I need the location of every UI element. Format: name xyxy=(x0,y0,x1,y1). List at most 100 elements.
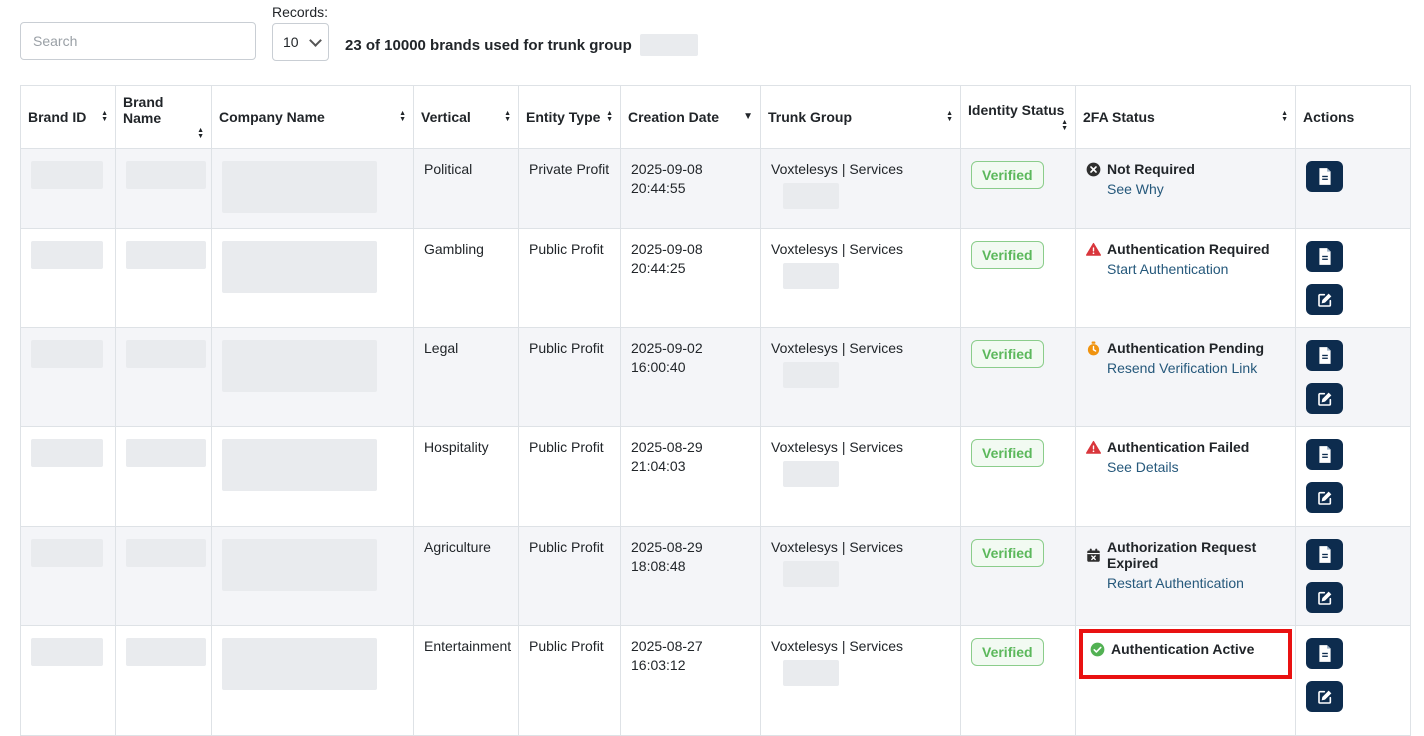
column-label: Brand ID xyxy=(28,109,87,125)
brands-table: Brand ID ▲ ▼ Brand Name ▲ ▼ Company Name ▲ ▼ Vert… xyxy=(20,85,1411,736)
column-label: Company Name xyxy=(219,109,325,125)
document-icon xyxy=(1318,347,1332,364)
trunk-group-value: Voxtelesys | Services xyxy=(771,539,904,555)
twofa-action-link[interactable]: Start Authentication xyxy=(1107,261,1229,277)
redacted-trunk-group-id xyxy=(783,660,839,686)
cell-identity-status: Verified xyxy=(960,625,1076,736)
twofa-status-title: Authentication Failed xyxy=(1086,439,1285,455)
twofa-status-text: Authorization Request Expired xyxy=(1107,539,1257,571)
cell-trunk-group: Voxtelesys | Services xyxy=(760,625,961,736)
column-header-creation_date[interactable]: Creation Date ▼ xyxy=(620,85,761,149)
creation-time-value: 20:44:25 xyxy=(631,260,686,276)
entity-type-value: Public Profit xyxy=(529,439,604,455)
search-input[interactable] xyxy=(20,22,256,60)
cell-creation-date: 2025-09-08 20:44:55 xyxy=(620,148,761,229)
table-row: Agriculture Public Profit 2025-08-29 18:08:… xyxy=(20,526,1411,626)
edit-button[interactable] xyxy=(1306,383,1343,414)
cell-vertical: Gambling xyxy=(413,228,519,328)
edit-button[interactable] xyxy=(1306,284,1343,315)
redacted-trunk-group-id xyxy=(783,263,839,289)
cell-brand-name xyxy=(115,228,212,328)
column-header-twofa_status[interactable]: 2FA Status ▲ ▼ xyxy=(1075,85,1296,149)
cell-twofa-status: Authentication Active xyxy=(1075,625,1296,736)
column-header-company_name[interactable]: Company Name ▲ ▼ xyxy=(211,85,414,149)
cell-twofa-status: Authentication Failed See Details xyxy=(1075,426,1296,527)
column-header-inner: Company Name ▲ ▼ xyxy=(219,109,406,125)
redacted-trunk-group-id xyxy=(783,461,839,487)
creation-time-value: 18:08:48 xyxy=(631,558,686,574)
twofa-action-link[interactable]: Resend Verification Link xyxy=(1107,360,1258,376)
view-document-button[interactable] xyxy=(1306,241,1343,272)
twofa-status-title: Not Required xyxy=(1086,161,1285,177)
cell-entity-type: Public Profit xyxy=(518,327,621,427)
cell-identity-status: Verified xyxy=(960,327,1076,427)
sort-icon[interactable]: ▲ ▼ xyxy=(1061,119,1068,132)
cell-creation-date: 2025-08-29 21:04:03 xyxy=(620,426,761,527)
identity-status-badge: Verified xyxy=(971,241,1044,269)
cell-twofa-status: Authentication Required Start Authenticat… xyxy=(1075,228,1296,328)
redacted-company-name xyxy=(222,539,377,591)
vertical-value: Political xyxy=(424,161,473,177)
column-header-brand_id[interactable]: Brand ID ▲ ▼ xyxy=(20,85,116,149)
cell-brand-id xyxy=(20,327,116,427)
cell-identity-status: Verified xyxy=(960,526,1076,626)
column-label: 2FA Status xyxy=(1083,109,1155,125)
entity-type-value: Public Profit xyxy=(529,539,604,555)
document-icon xyxy=(1318,168,1332,185)
creation-date-value: 2025-09-08 xyxy=(631,161,703,177)
redacted-company-name xyxy=(222,638,377,690)
records-select[interactable]: 10 xyxy=(272,23,329,61)
sort-icon[interactable]: ▲ ▼ xyxy=(399,110,406,123)
cell-actions xyxy=(1295,625,1411,736)
twofa-action-link[interactable]: See Why xyxy=(1107,181,1164,197)
sort-icon[interactable]: ▲ ▼ xyxy=(197,127,204,140)
sort-desc-icon[interactable]: ▼ xyxy=(743,111,753,122)
identity-status-badge: Verified xyxy=(971,161,1044,189)
edit-icon xyxy=(1317,292,1333,308)
column-label: Actions xyxy=(1303,109,1355,125)
column-header-inner: Brand ID ▲ ▼ xyxy=(28,109,108,125)
cell-actions xyxy=(1295,327,1411,427)
twofa-highlight-box: Authentication Active xyxy=(1079,629,1292,679)
sort-icon[interactable]: ▲ ▼ xyxy=(101,110,108,123)
column-header-vertical[interactable]: Vertical ▲ ▼ xyxy=(413,85,519,149)
cell-trunk-group: Voxtelesys | Services xyxy=(760,327,961,427)
column-header-identity_status[interactable]: Identity Status ▲ ▼ xyxy=(960,85,1076,149)
edit-button[interactable] xyxy=(1306,681,1343,712)
column-label: Vertical xyxy=(421,109,471,125)
twofa-status-title: Authentication Active xyxy=(1090,641,1281,657)
sort-icon[interactable]: ▲ ▼ xyxy=(504,110,511,123)
column-label: Trunk Group xyxy=(768,109,852,125)
edit-button[interactable] xyxy=(1306,482,1343,513)
check-circle-icon xyxy=(1090,642,1105,657)
cell-entity-type: Public Profit xyxy=(518,426,621,527)
cell-brand-name xyxy=(115,526,212,626)
sort-icon[interactable]: ▲ ▼ xyxy=(606,110,613,123)
vertical-value: Legal xyxy=(424,340,459,356)
table-row: Hospitality Public Profit 2025-08-29 21:04:… xyxy=(20,426,1411,527)
view-document-button[interactable] xyxy=(1306,439,1343,470)
column-header-trunk_group[interactable]: Trunk Group ▲ ▼ xyxy=(760,85,961,149)
view-document-button[interactable] xyxy=(1306,638,1343,669)
sort-icon[interactable]: ▲ ▼ xyxy=(946,110,953,123)
view-document-button[interactable] xyxy=(1306,340,1343,371)
cell-twofa-status: Authentication Pending Resend Verificatio… xyxy=(1075,327,1296,427)
column-header-entity_type[interactable]: Entity Type ▲ ▼ xyxy=(518,85,621,149)
redacted-brand-name xyxy=(126,161,206,189)
calendar-x-icon xyxy=(1086,548,1101,563)
table-row: Gambling Public Profit 2025-09-08 20:44:25 V… xyxy=(20,228,1411,328)
column-header-brand_name[interactable]: Brand Name ▲ ▼ xyxy=(115,85,212,149)
redacted-trunk-group-name xyxy=(639,34,698,56)
view-document-button[interactable] xyxy=(1306,161,1343,192)
cell-actions xyxy=(1295,426,1411,527)
entity-type-value: Public Profit xyxy=(529,340,604,356)
cell-actions xyxy=(1295,148,1411,229)
view-document-button[interactable] xyxy=(1306,539,1343,570)
stopwatch-icon xyxy=(1086,341,1101,356)
twofa-action-link[interactable]: See Details xyxy=(1107,459,1179,475)
twofa-action-link[interactable]: Restart Authentication xyxy=(1107,575,1244,591)
cell-trunk-group: Voxtelesys | Services xyxy=(760,228,961,328)
sort-icon[interactable]: ▲ ▼ xyxy=(1281,110,1288,123)
edit-button[interactable] xyxy=(1306,582,1343,613)
summary-text: 23 of 10000 brands used for trunk group xyxy=(345,36,632,54)
